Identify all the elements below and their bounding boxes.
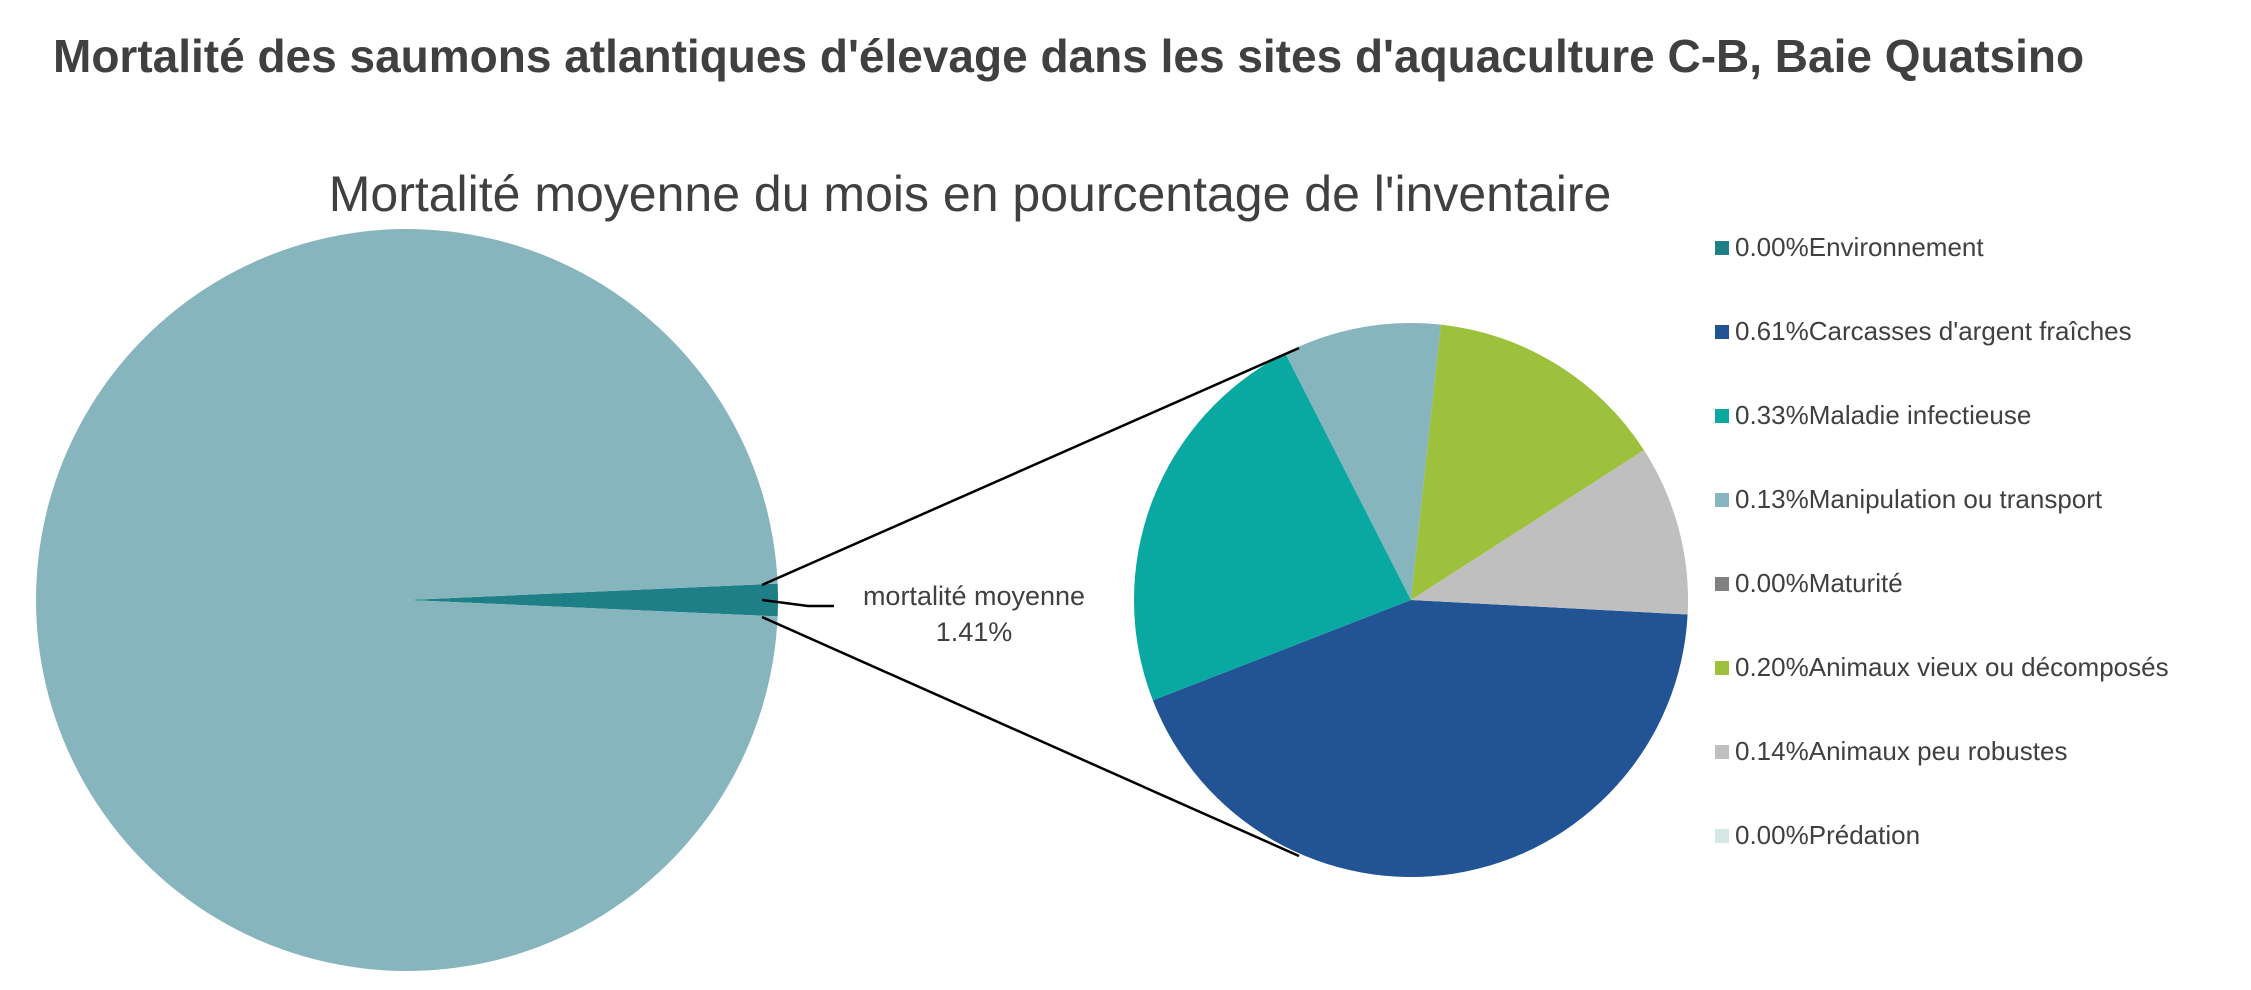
detail-pie-slice [1152, 600, 1688, 877]
legend-value: 0.20% [1735, 652, 1809, 682]
legend-label: Animaux vieux ou décomposés [1808, 652, 2169, 682]
detail-pie-slice [1285, 323, 1441, 600]
legend-item: 0.61% Carcasses d'argent fraîches [1715, 316, 2169, 400]
legend-swatch [1715, 745, 1729, 759]
legend-item: 0.33% Maladie infectieuse [1715, 400, 2169, 484]
detail-pie-slice [1134, 353, 1411, 701]
legend-swatch [1715, 325, 1729, 339]
detail-pie-slice [1411, 324, 1644, 600]
legend: 0.00% Environnement 0.61% Carcasses d'arg… [1715, 232, 2169, 904]
legend-label: Carcasses d'argent fraîches [1808, 316, 2132, 346]
legend-swatch [1715, 661, 1729, 675]
legend-item: 0.14% Animaux peu robustes [1715, 736, 2169, 820]
legend-value: 0.00% [1735, 568, 1809, 598]
legend-swatch [1715, 409, 1729, 423]
legend-item: 0.00% Maturité [1715, 568, 2169, 652]
connector-line-bottom [761, 615, 1300, 858]
legend-value: 0.00% [1735, 232, 1809, 262]
connector-line-top [761, 346, 1300, 587]
main-pie-slice-rest [35, 228, 778, 971]
legend-label: Maturité [1808, 568, 1903, 598]
legend-item: 0.00% Environnement [1715, 232, 2169, 316]
main-slice-value: 1.41% [936, 617, 1013, 647]
legend-label: Manipulation ou transport [1808, 484, 2103, 514]
legend-value: 0.14% [1735, 736, 1809, 766]
main-slice-label: mortalité moyenne [863, 581, 1085, 611]
main-pie-slice-mortality [407, 583, 778, 617]
label-leader-line [761, 598, 834, 608]
legend-swatch [1715, 829, 1729, 843]
legend-swatch [1715, 241, 1729, 255]
legend-item: 0.13% Manipulation ou transport [1715, 484, 2169, 568]
chart-subtitle: Mortalité moyenne du mois en pourcentage… [328, 166, 1612, 222]
legend-item: 0.20% Animaux vieux ou décomposés [1715, 652, 2169, 736]
legend-value: 0.00% [1735, 820, 1809, 850]
legend-label: Prédation [1808, 820, 1921, 850]
legend-item: 0.00% Prédation [1715, 820, 2169, 904]
detail-pie-slice [1411, 450, 1688, 615]
legend-value: 0.61% [1735, 316, 1809, 346]
legend-label: Environnement [1808, 232, 1984, 262]
legend-label: Animaux peu robustes [1808, 736, 2068, 766]
legend-value: 0.13% [1735, 484, 1809, 514]
legend-swatch [1715, 493, 1729, 507]
legend-label: Maladie infectieuse [1808, 400, 2032, 430]
legend-value: 0.33% [1735, 400, 1809, 430]
legend-swatch [1715, 577, 1729, 591]
chart-title: Mortalité des saumons atlantiques d'élev… [53, 30, 2085, 82]
